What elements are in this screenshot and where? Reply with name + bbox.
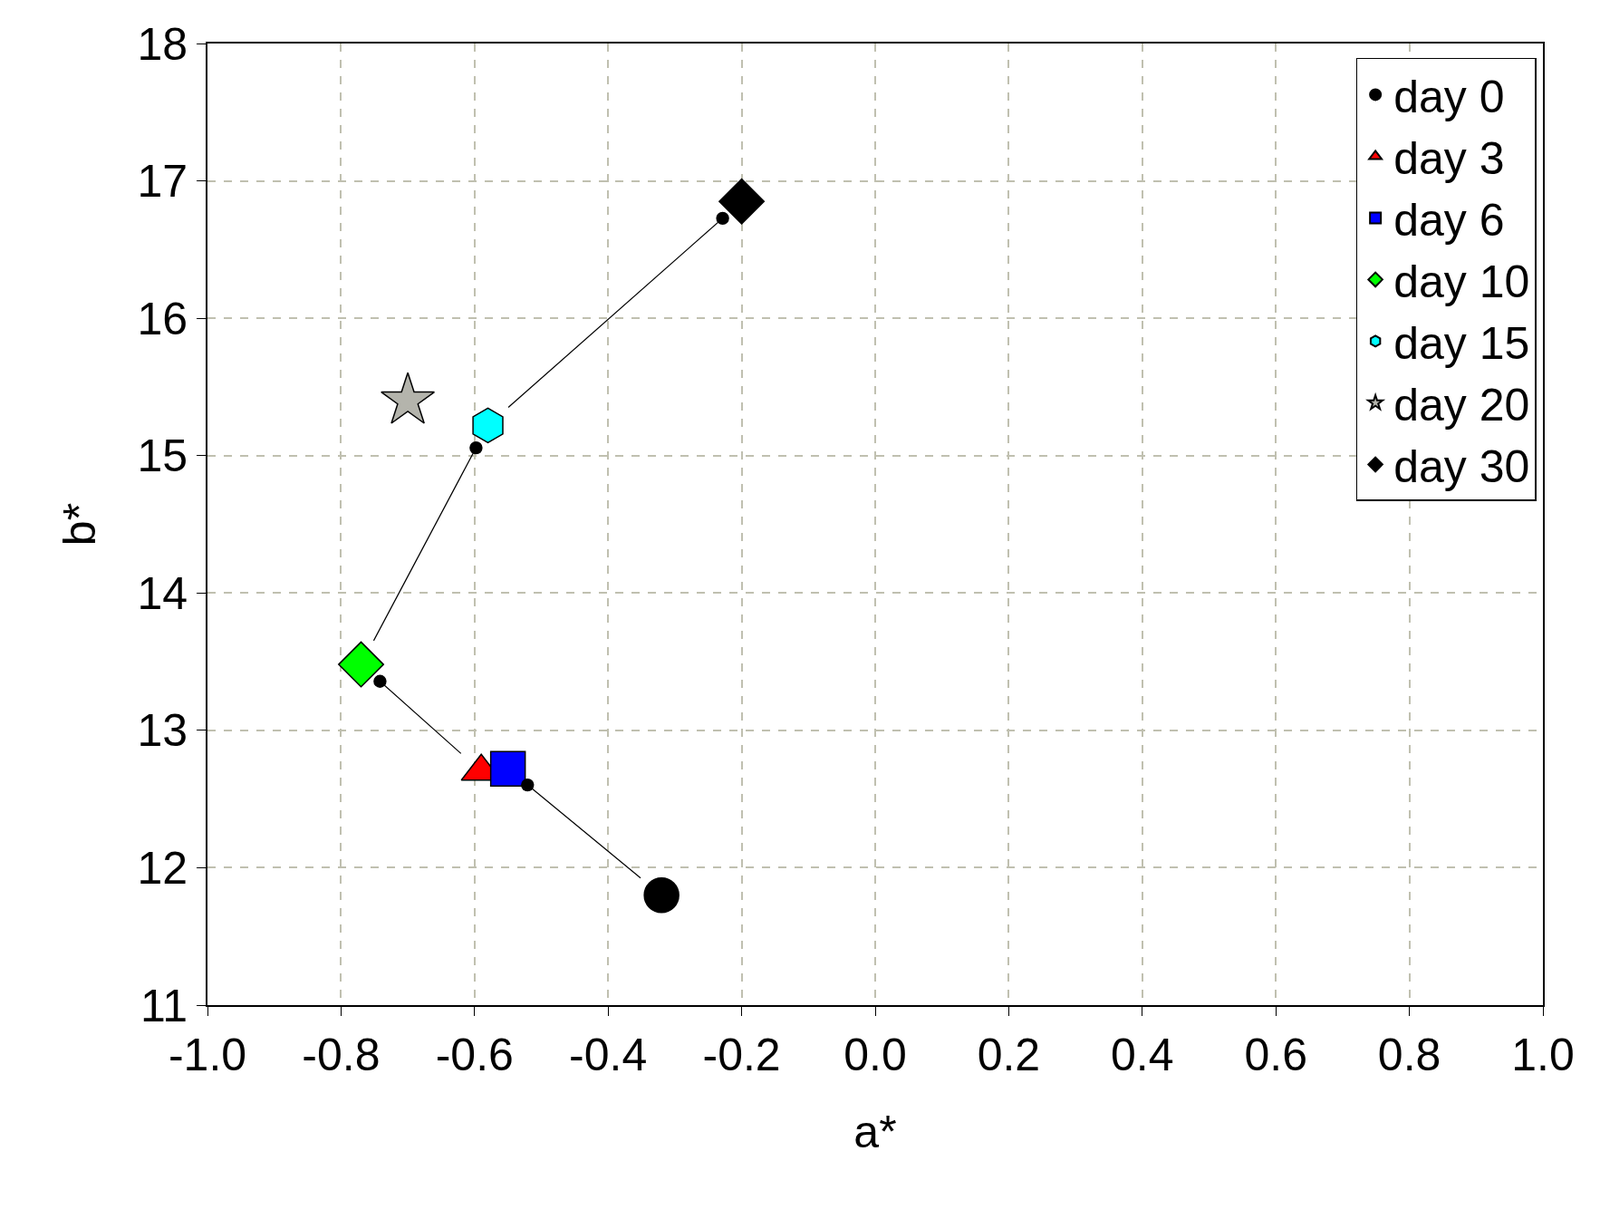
svg-text:0.2: 0.2 [977,1029,1041,1080]
svg-text:day 15: day 15 [1393,318,1530,369]
svg-text:0.6: 0.6 [1243,1029,1308,1080]
svg-text:16: 16 [136,293,188,345]
svg-text:12: 12 [136,842,188,894]
svg-text:-0.2: -0.2 [703,1029,781,1080]
svg-text:day 0: day 0 [1393,71,1504,123]
svg-text:14: 14 [136,568,188,619]
svg-text:a*: a* [853,1106,897,1157]
svg-text:b*: b* [54,502,106,546]
svg-text:0.4: 0.4 [1110,1029,1175,1080]
svg-text:1.0: 1.0 [1511,1029,1575,1080]
svg-text:13: 13 [136,704,188,756]
svg-text:-0.4: -0.4 [568,1029,647,1080]
svg-text:17: 17 [136,155,188,207]
svg-text:11: 11 [140,980,188,1032]
svg-text:18: 18 [136,19,188,70]
svg-text:0.0: 0.0 [843,1029,907,1080]
svg-text:day 6: day 6 [1393,194,1504,246]
svg-text:0.8: 0.8 [1378,1029,1442,1080]
svg-text:day 30: day 30 [1393,441,1530,492]
svg-text:day 20: day 20 [1393,379,1530,431]
svg-text:-0.8: -0.8 [301,1029,380,1080]
svg-text:15: 15 [136,430,188,482]
svg-text:-0.6: -0.6 [435,1029,514,1080]
svg-text:-1.0: -1.0 [168,1029,247,1080]
svg-text:day 10: day 10 [1393,256,1530,308]
svg-text:day 3: day 3 [1393,133,1504,184]
